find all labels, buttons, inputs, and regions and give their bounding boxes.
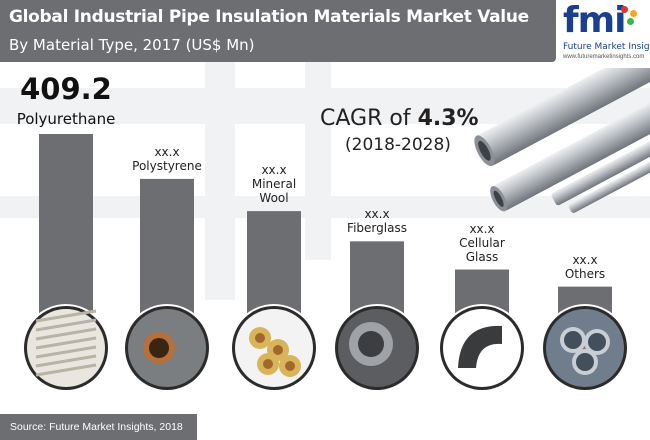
logo-letters: fmi <box>563 0 627 41</box>
value-label: xx.x <box>572 252 598 267</box>
category-label: Polyurethane <box>16 110 116 128</box>
background-pipe-vertical <box>305 60 331 260</box>
fiberglass-pipe-icon <box>333 304 421 392</box>
cagr-period: (2018-2028) <box>345 135 451 155</box>
category-label: Cellular <box>459 235 505 250</box>
value-label: xx.x <box>261 163 287 178</box>
category-label: Wool <box>259 191 289 206</box>
chart-title: Global Industrial Pipe Insulation Materi… <box>9 7 529 27</box>
logo-company-name: Future Market Insights <box>563 42 650 52</box>
category-label: Glass <box>465 249 499 264</box>
chart-subtitle: By Material Type, 2017 (US$ Mn) <box>9 36 255 54</box>
logo-dot-green <box>627 18 634 25</box>
cagr-label: CAGR of <box>320 106 411 131</box>
chart-header: Global Industrial Pipe Insulation Materi… <box>0 0 556 62</box>
value-label: xx.x <box>154 144 180 159</box>
category-label: Mineral <box>251 177 297 192</box>
value-label: 409.2 <box>20 72 112 106</box>
flexible-duct-icon <box>22 304 110 392</box>
cellular-glass-elbow-icon <box>438 304 526 392</box>
category-label: Fiberglass <box>347 221 407 236</box>
logo-dot-orange <box>630 10 637 17</box>
background-pipe-vertical <box>205 60 235 300</box>
copper-pipe-foam-icon <box>123 304 211 392</box>
steel-pipes-icon <box>541 304 629 392</box>
source-note: Source: Future Market Insights, 2018 <box>0 414 197 440</box>
category-label: Others <box>564 266 606 281</box>
mineral-wool-pipes-icon <box>230 304 318 392</box>
fmi-logo: fmi Future Market Insights www.futuremar… <box>561 0 650 62</box>
logo-dot-red <box>621 6 628 13</box>
category-label: Polystyrene <box>132 158 202 173</box>
steel-pipes-illustration <box>474 68 650 213</box>
cagr-value: 4.3% <box>417 106 479 131</box>
logo-url: www.futuremarketinsights.com <box>563 54 645 60</box>
value-label: xx.x <box>364 207 390 222</box>
cagr-callout: CAGR of 4.3% <box>320 106 479 131</box>
value-label: xx.x <box>469 221 495 236</box>
